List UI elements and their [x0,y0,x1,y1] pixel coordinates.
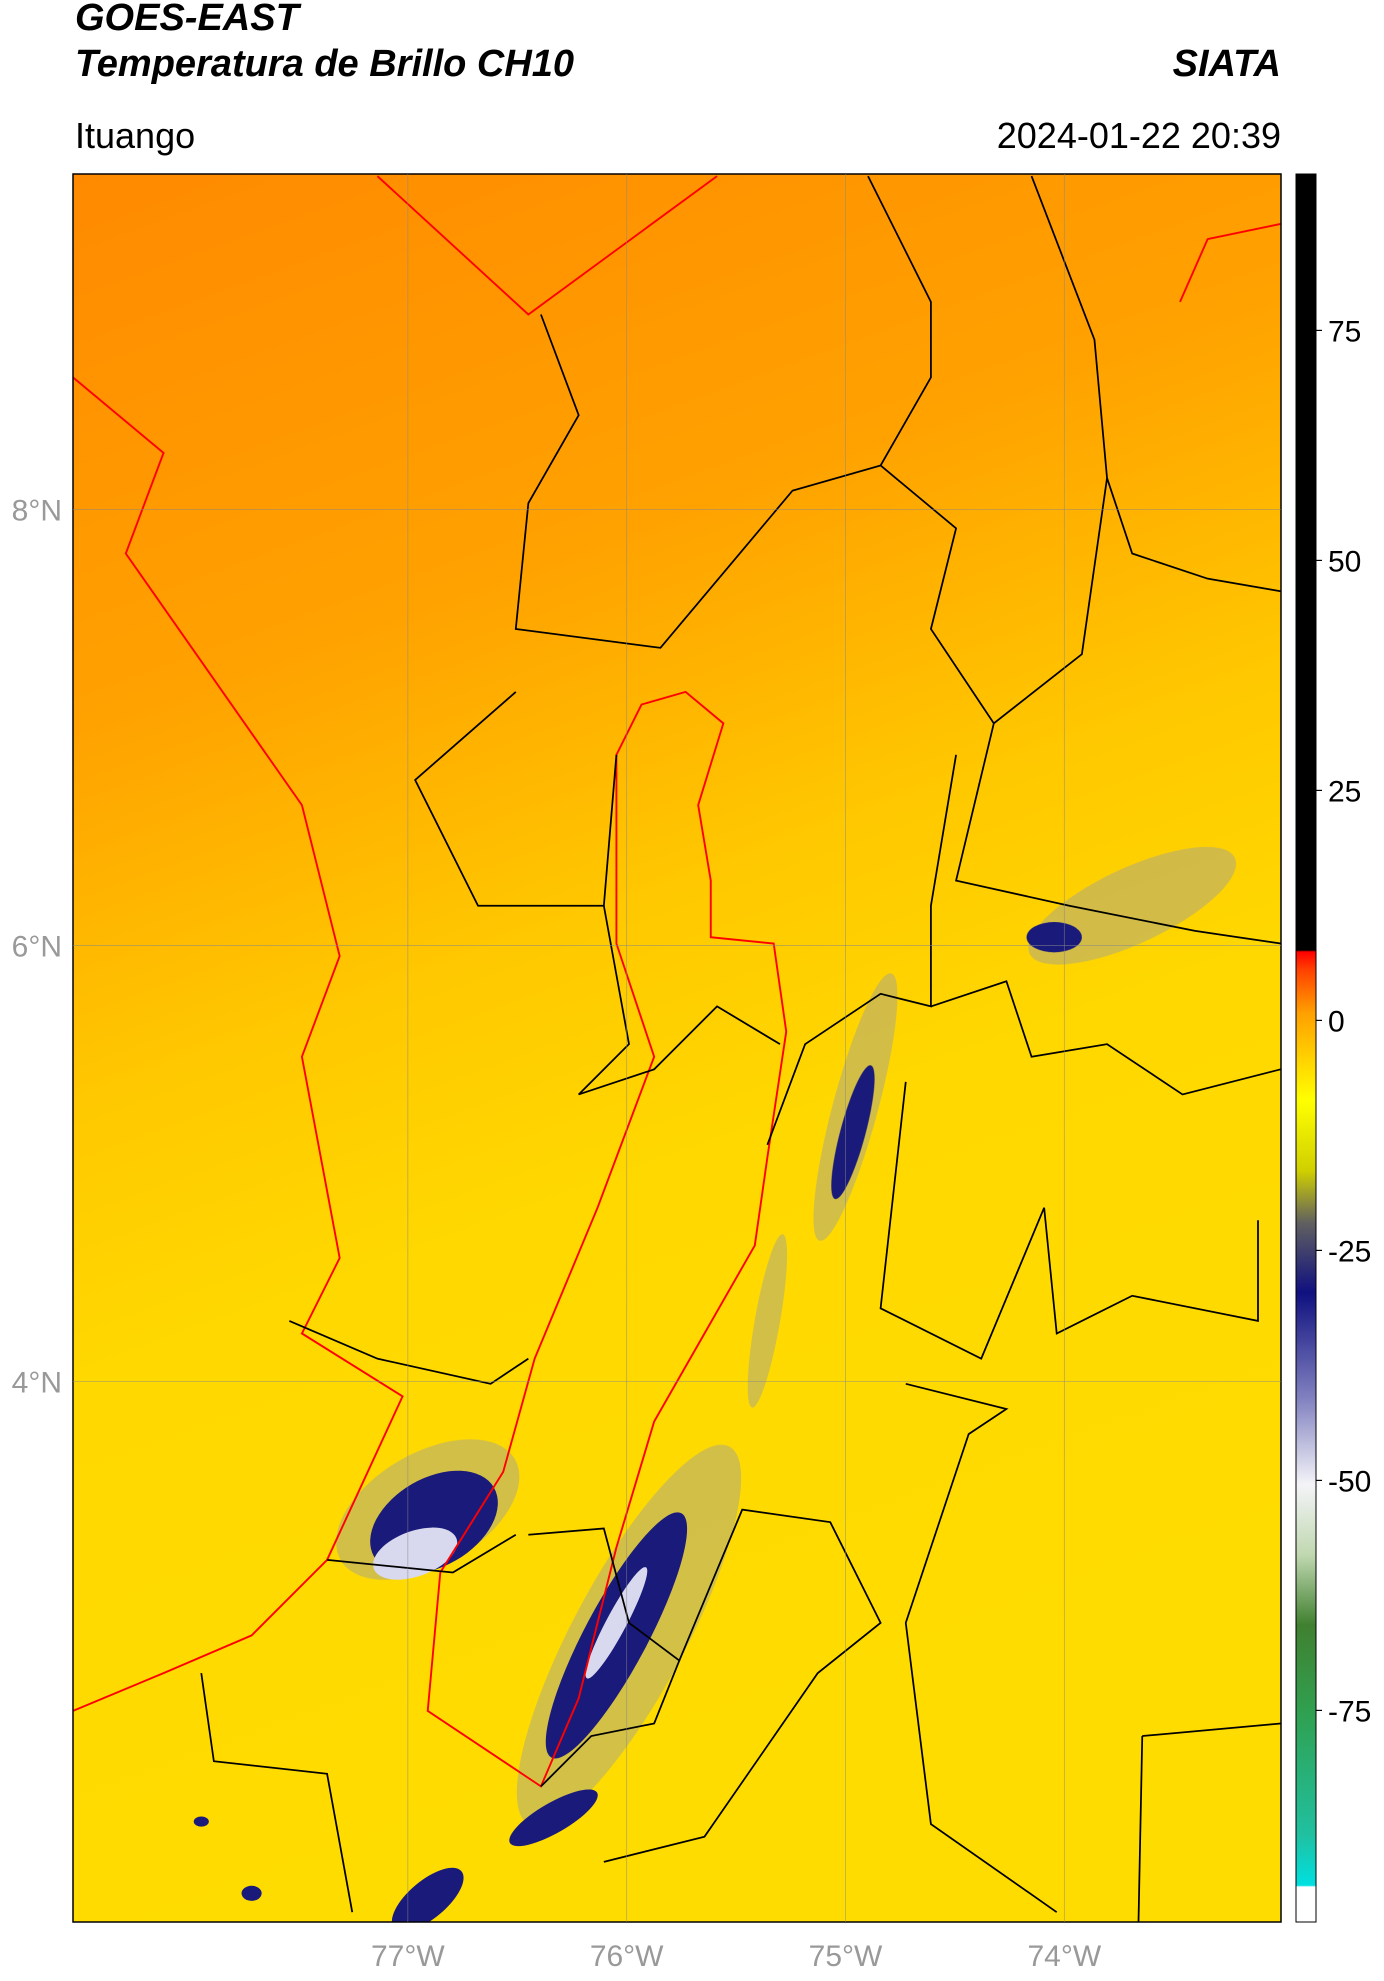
y-tick-label: 8°N [12,495,62,528]
x-tick-label: 77°W [371,1940,445,1973]
map [73,174,1281,1922]
x-tick-label: 76°W [590,1940,664,1973]
colorbar-tick-label: 75 [1328,315,1361,348]
location: Ituango [75,115,195,156]
colorbar-tick-label: -50 [1328,1465,1371,1498]
y-tick-label: 6°N [12,931,62,964]
colorbar-tick-label: -75 [1328,1695,1371,1728]
datetime: 2024-01-22 20:39 [997,115,1281,156]
colorbar-tick-label: 0 [1328,1005,1345,1038]
colorbar [1295,173,1317,1923]
x-tick-label: 74°W [1028,1940,1102,1973]
colorbar-tick-label: 25 [1328,775,1361,808]
x-tick-label: 75°W [809,1940,883,1973]
subtitle: Temperatura de Brillo CH10 [75,43,574,85]
map-frame [72,173,1282,1923]
title: GOES-EAST [75,0,302,39]
colorbar-tick-label: -25 [1328,1235,1371,1268]
y-tick-label: 4°N [12,1366,62,1399]
source: SIATA [1173,43,1281,85]
colorbar-tick-label: 50 [1328,545,1361,578]
